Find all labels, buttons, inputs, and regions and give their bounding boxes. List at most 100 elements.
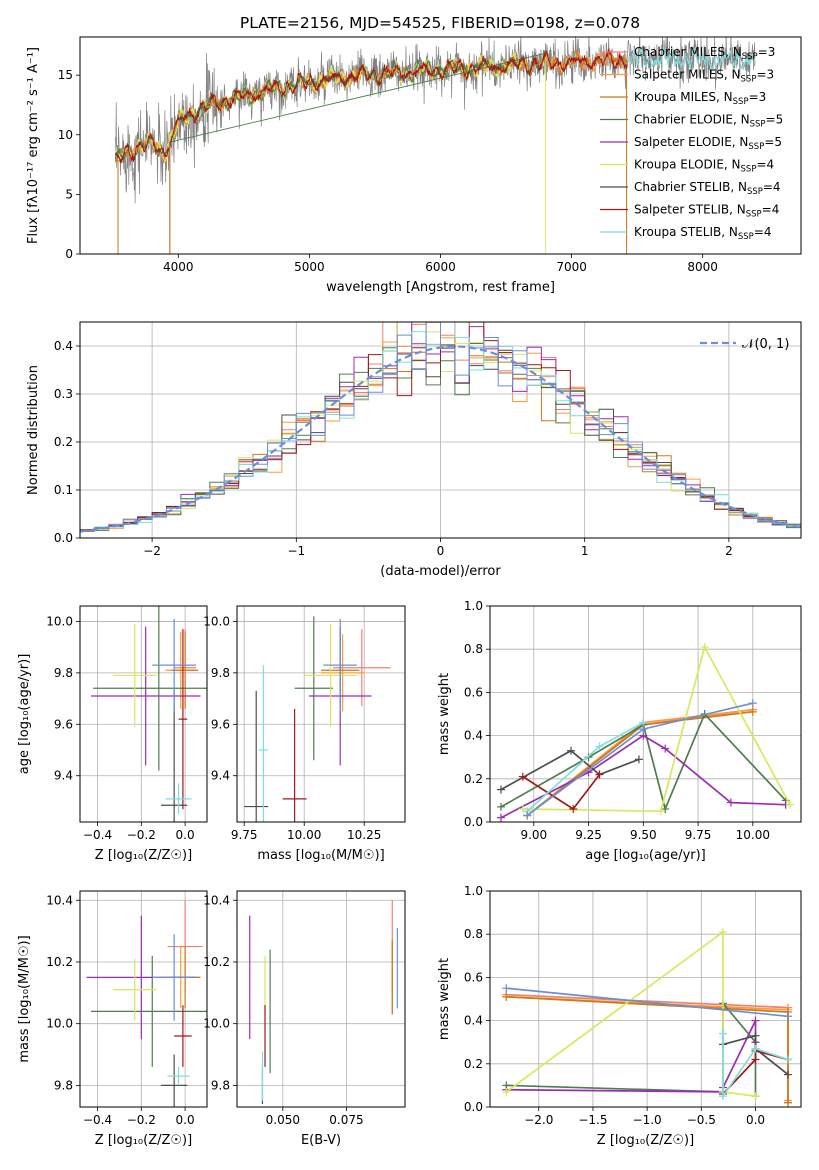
y-tick-label: 0.0 (464, 1100, 483, 1114)
x-tick-label: 9.00 (520, 828, 547, 842)
y-tick-label: 0.0 (464, 815, 483, 829)
x-tick-label: −0.2 (127, 828, 156, 842)
y-axis-label: mass weight (437, 673, 452, 755)
legend-entry-main: Salpeter ELODIE, N (634, 135, 748, 149)
legend-entry-main: Kroupa ELODIE, N (634, 158, 741, 172)
legend-entry-main: Salpeter MILES, N (634, 68, 741, 82)
legend-entry-n: =4 (756, 158, 774, 172)
y-tick-label: 1.0 (464, 884, 483, 898)
y-tick-label: 1.0 (464, 599, 483, 613)
normal-curve (80, 345, 801, 533)
legend-entry-n: =4 (762, 203, 780, 217)
y-tick-label: 9.8 (211, 1078, 230, 1092)
y-tick-label: 15 (58, 68, 73, 82)
legend-entry-n: =3 (756, 68, 774, 82)
x-tick-label: −0.5 (687, 1113, 716, 1127)
weight-line-normal (506, 987, 789, 1018)
y-tick-label: 10.4 (203, 893, 230, 907)
legend-entry-main: Chabrier STELIB, N (634, 180, 747, 194)
axes-frame (79, 36, 802, 255)
legend-entry: Chabrier ELODIE, NSSP=5 (634, 113, 783, 130)
axes-frame (79, 321, 802, 539)
x-tick-label: −1.0 (633, 1113, 662, 1127)
legend-entry: Kroupa STELIB, NSSP=4 (634, 225, 772, 242)
x-tick-label: 9.50 (630, 828, 657, 842)
weight-line-chabrier-stelib (500, 749, 640, 791)
plot-area (114, 37, 756, 254)
legend-entry: 𝒩(0, 1) (742, 337, 789, 352)
x-axis-label: Z [log₁₀(Z/Z☉)] (95, 1133, 192, 1148)
chart-age-vs-Z: −0.4 −0.2 0.0 9.4 9.6 9.8 10.0 Z [log₁₀(Z/Z☉)] a… (17, 605, 208, 863)
x-tick-label: 9.75 (231, 828, 258, 842)
y-tick-label: 0.3 (54, 387, 73, 401)
chart-weight-vs-age: 9.00 9.25 9.50 9.75 10.00 0.0 0.2 0.4 0.6 0.8 1.0 a… (437, 599, 802, 863)
y-tick-label: 10.0 (203, 614, 230, 628)
chart-spectrum: 4000 5000 6000 7000 8000 0 5 10 15 wavelength [An… (26, 36, 802, 295)
legend-entry-n: =5 (766, 113, 784, 127)
y-tick-label: 0.8 (464, 642, 483, 656)
model-line-kroupa-elodie (114, 50, 546, 254)
y-tick-label: 0.1 (54, 483, 73, 497)
y-tick-label: 9.6 (211, 717, 230, 731)
legend-entry-n: =3 (758, 45, 776, 59)
legend-entry-n: =5 (764, 135, 782, 149)
axes-frame (489, 890, 802, 1108)
legend-entry-main: Kroupa MILES, N (634, 90, 733, 104)
legend-entry-subscript: SSP (747, 187, 763, 197)
x-tick-label: −1 (287, 544, 305, 558)
y-axis-label: mass [log₁₀(M/M☉)] (17, 935, 32, 1062)
x-tick-label: −2 (143, 544, 161, 558)
x-axis-label: wavelength [Angstrom, rest frame] (326, 280, 555, 295)
chart-residuals: −2 −1 0 1 2 0.0 0.1 0.2 0.3 0.4 (data-model)/error… (26, 321, 802, 579)
x-tick-label: 9.25 (575, 828, 602, 842)
x-tick-label: 10.25 (347, 828, 381, 842)
axes-frame (489, 605, 802, 823)
x-tick-label: 7000 (556, 260, 587, 274)
legend-entry: Salpeter STELIB, NSSP=4 (634, 203, 779, 220)
x-tick-label: 0.050 (266, 1113, 300, 1127)
y-tick-label: 10 (58, 128, 73, 142)
weight-line-kroupa-stelib (722, 1033, 789, 1099)
legend-entry: Chabrier STELIB, NSSP=4 (634, 180, 781, 197)
plot-area (496, 643, 795, 822)
legend-entry-subscript: SSP (738, 232, 754, 242)
y-tick-label: 10.0 (203, 1017, 230, 1031)
legend-entry-subscript: SSP (741, 165, 757, 175)
x-tick-label: 8000 (687, 260, 718, 274)
y-tick-label: 10.0 (46, 1017, 73, 1031)
y-tick-label: 0.4 (464, 1014, 483, 1028)
x-tick-label: −0.4 (83, 828, 112, 842)
y-tick-label: 10.2 (46, 955, 73, 969)
axes-frame (79, 605, 208, 823)
plot-area (502, 928, 792, 1107)
axes-frame (236, 605, 406, 823)
y-tick-label: 0.6 (464, 685, 483, 699)
y-tick-label: 9.8 (211, 666, 230, 680)
x-tick-label: 0 (437, 544, 445, 558)
y-tick-label: 9.4 (54, 769, 73, 783)
x-tick-label: −0.4 (83, 1113, 112, 1127)
x-axis-label: E(B-V) (301, 1133, 341, 1148)
y-tick-label: 9.8 (54, 1078, 73, 1092)
y-tick-label: 5 (65, 187, 73, 201)
x-axis-label: Z [log₁₀(Z/Z☉)] (597, 1133, 694, 1148)
x-tick-label: −0.2 (127, 1113, 156, 1127)
legend-entry-main: Salpeter STELIB, N (634, 203, 746, 217)
model-line-salpeter-stelib (114, 47, 628, 164)
legend-entry-subscript: SSP (741, 75, 757, 85)
x-tick-label: 9.75 (685, 828, 712, 842)
x-tick-label: 10.00 (736, 828, 770, 842)
plot-area (86, 900, 207, 1107)
weight-line-salpeter-stelib (722, 1049, 789, 1095)
x-tick-label: 4000 (163, 260, 194, 274)
x-tick-label: 5000 (294, 260, 325, 274)
legend-entry: Chabrier MILES, NSSP=3 (634, 45, 775, 62)
y-tick-label: 0.2 (464, 772, 483, 786)
chart-age-vs-mass: 9.75 10.00 10.25 9.4 9.6 9.8 10.0 mass [log₁₀(M… (203, 605, 406, 863)
x-axis-label: age [log₁₀(age/yr)] (585, 848, 706, 863)
legend-entry-subscript: SSP (748, 142, 764, 152)
legend-entry-subscript: SSP (746, 210, 762, 220)
chart-weight-vs-Z: −2.0 −1.5 −1.0 −0.5 0.0 0.0 0.2 0.4 0.6 0.8 1.0 Z [… (437, 884, 802, 1148)
